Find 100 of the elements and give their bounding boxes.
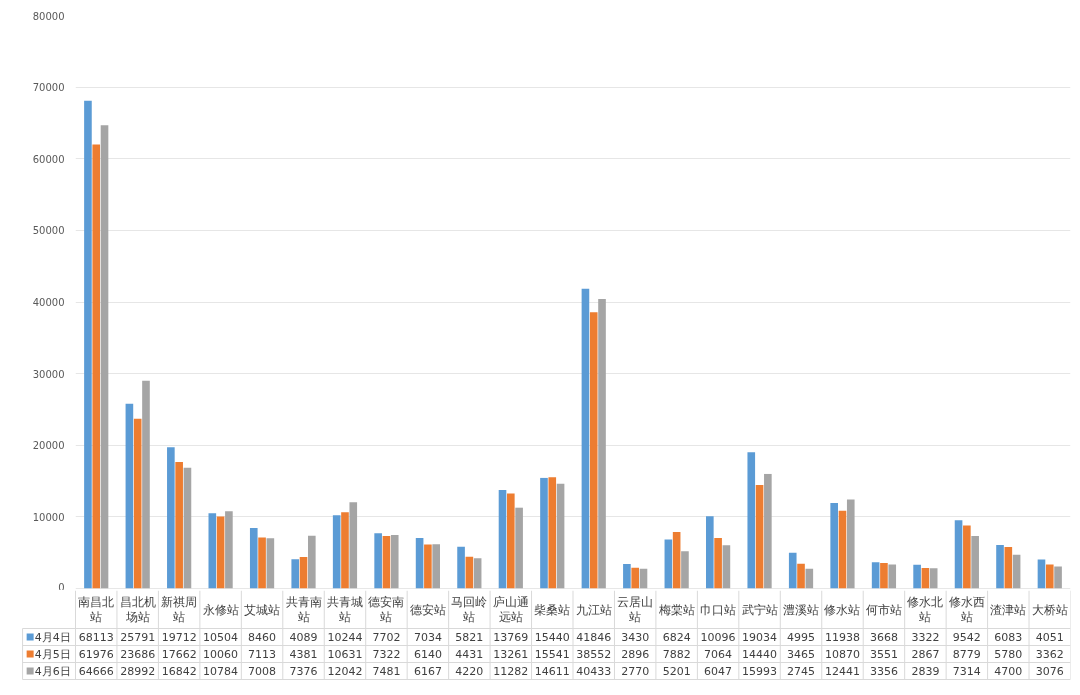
data-label: 2745 <box>787 665 816 678</box>
data-label: 2867 <box>911 648 940 661</box>
bar <box>216 516 225 589</box>
x-tick-label: 柴桑站 <box>534 602 571 617</box>
x-tick-label: 梅棠站 <box>657 602 695 617</box>
bar <box>623 563 631 589</box>
data-label: 2896 <box>621 648 650 661</box>
bar <box>183 467 192 589</box>
data-label: 15541 <box>534 648 570 661</box>
data-label: 10244 <box>327 631 363 644</box>
bar <box>871 562 880 589</box>
data-label: 4089 <box>289 631 318 644</box>
bar <box>1054 566 1062 589</box>
data-label: 7882 <box>662 648 691 661</box>
legend-label: 4月4日 <box>34 630 71 644</box>
data-label: 7322 <box>372 648 401 661</box>
x-tick-label: 武宁站 <box>741 602 778 617</box>
data-label: 28992 <box>120 665 156 678</box>
data-label: 17662 <box>161 648 197 661</box>
bar <box>556 483 565 589</box>
bar <box>507 493 515 589</box>
bar <box>598 298 606 589</box>
data-label: 7113 <box>248 648 277 661</box>
bar <box>672 532 681 589</box>
data-label: 4431 <box>455 648 484 661</box>
bar <box>208 513 217 589</box>
bar <box>390 534 399 589</box>
data-label: 19034 <box>742 631 778 644</box>
data-label: 6824 <box>662 631 691 644</box>
bar <box>664 539 673 589</box>
x-tick-label: 九江站 <box>575 602 612 617</box>
data-label: 7481 <box>372 665 401 678</box>
bar <box>374 533 382 589</box>
x-tick-label: 修水北站 <box>907 594 944 625</box>
bar <box>846 499 855 589</box>
data-label: 2770 <box>621 665 650 678</box>
data-label: 14440 <box>742 648 778 661</box>
data-label: 10096 <box>700 631 736 644</box>
x-tick-label: 共青城站 <box>326 594 363 625</box>
data-label: 7376 <box>289 665 318 678</box>
x-tick-label: 澧溪站 <box>783 602 820 617</box>
data-label: 38552 <box>576 648 612 661</box>
bar <box>540 477 548 589</box>
bar <box>308 535 316 589</box>
data-label: 3668 <box>869 631 898 644</box>
data-label: 4700 <box>994 665 1023 678</box>
bar <box>498 489 507 589</box>
bar <box>996 544 1004 589</box>
data-label: 64666 <box>78 665 114 678</box>
bar <box>880 563 888 589</box>
data-label: 10631 <box>327 648 363 661</box>
x-tick-label: 共青南站 <box>285 594 322 625</box>
bar <box>1004 547 1013 589</box>
bar <box>954 520 963 589</box>
bar <box>424 544 432 589</box>
data-label: 4220 <box>455 665 484 678</box>
data-label: 5821 <box>455 631 484 644</box>
x-tick-label: 昌北机场站 <box>119 594 156 625</box>
bar <box>1045 564 1054 589</box>
data-label: 6047 <box>704 665 733 678</box>
data-label: 10870 <box>824 648 860 661</box>
bar <box>755 485 764 589</box>
bar <box>681 551 689 589</box>
data-label: 11282 <box>493 665 529 678</box>
bar <box>722 545 731 589</box>
data-label: 4051 <box>1035 631 1064 644</box>
bar <box>515 507 523 589</box>
y-tick-label: 80000 <box>32 10 65 22</box>
x-tick-label: 德安南站 <box>368 594 405 625</box>
y-tick-label: 40000 <box>32 297 65 308</box>
y-tick-label: 20000 <box>32 440 65 452</box>
data-label: 13261 <box>493 648 529 661</box>
x-tick-label: 渣津站 <box>990 602 1027 617</box>
x-tick-label: 修水站 <box>824 602 861 617</box>
x-tick-label: 大桥站 <box>1031 602 1068 617</box>
data-label: 61976 <box>78 648 114 661</box>
y-tick-label: 60000 <box>32 153 65 165</box>
bar <box>589 312 598 589</box>
bar <box>838 510 847 589</box>
data-label: 9542 <box>952 631 981 644</box>
data-label: 7008 <box>248 665 277 678</box>
data-label: 6167 <box>413 665 442 678</box>
x-tick-label: 何市站 <box>865 602 902 617</box>
bar <box>457 546 465 589</box>
data-label: 40433 <box>576 665 612 678</box>
bar <box>125 403 134 589</box>
x-tick-label: 云居山站 <box>617 594 654 625</box>
data-label: 8779 <box>952 648 981 661</box>
bar <box>249 527 258 589</box>
data-label: 3430 <box>621 631 650 644</box>
data-label: 2839 <box>911 665 940 678</box>
bar <box>84 100 92 589</box>
bar <box>415 538 424 589</box>
bar <box>971 536 979 589</box>
bar <box>548 477 557 589</box>
data-label: 8460 <box>248 631 277 644</box>
bar <box>747 452 756 589</box>
bar <box>100 125 109 589</box>
bar <box>805 568 814 589</box>
data-label: 3465 <box>787 648 816 661</box>
